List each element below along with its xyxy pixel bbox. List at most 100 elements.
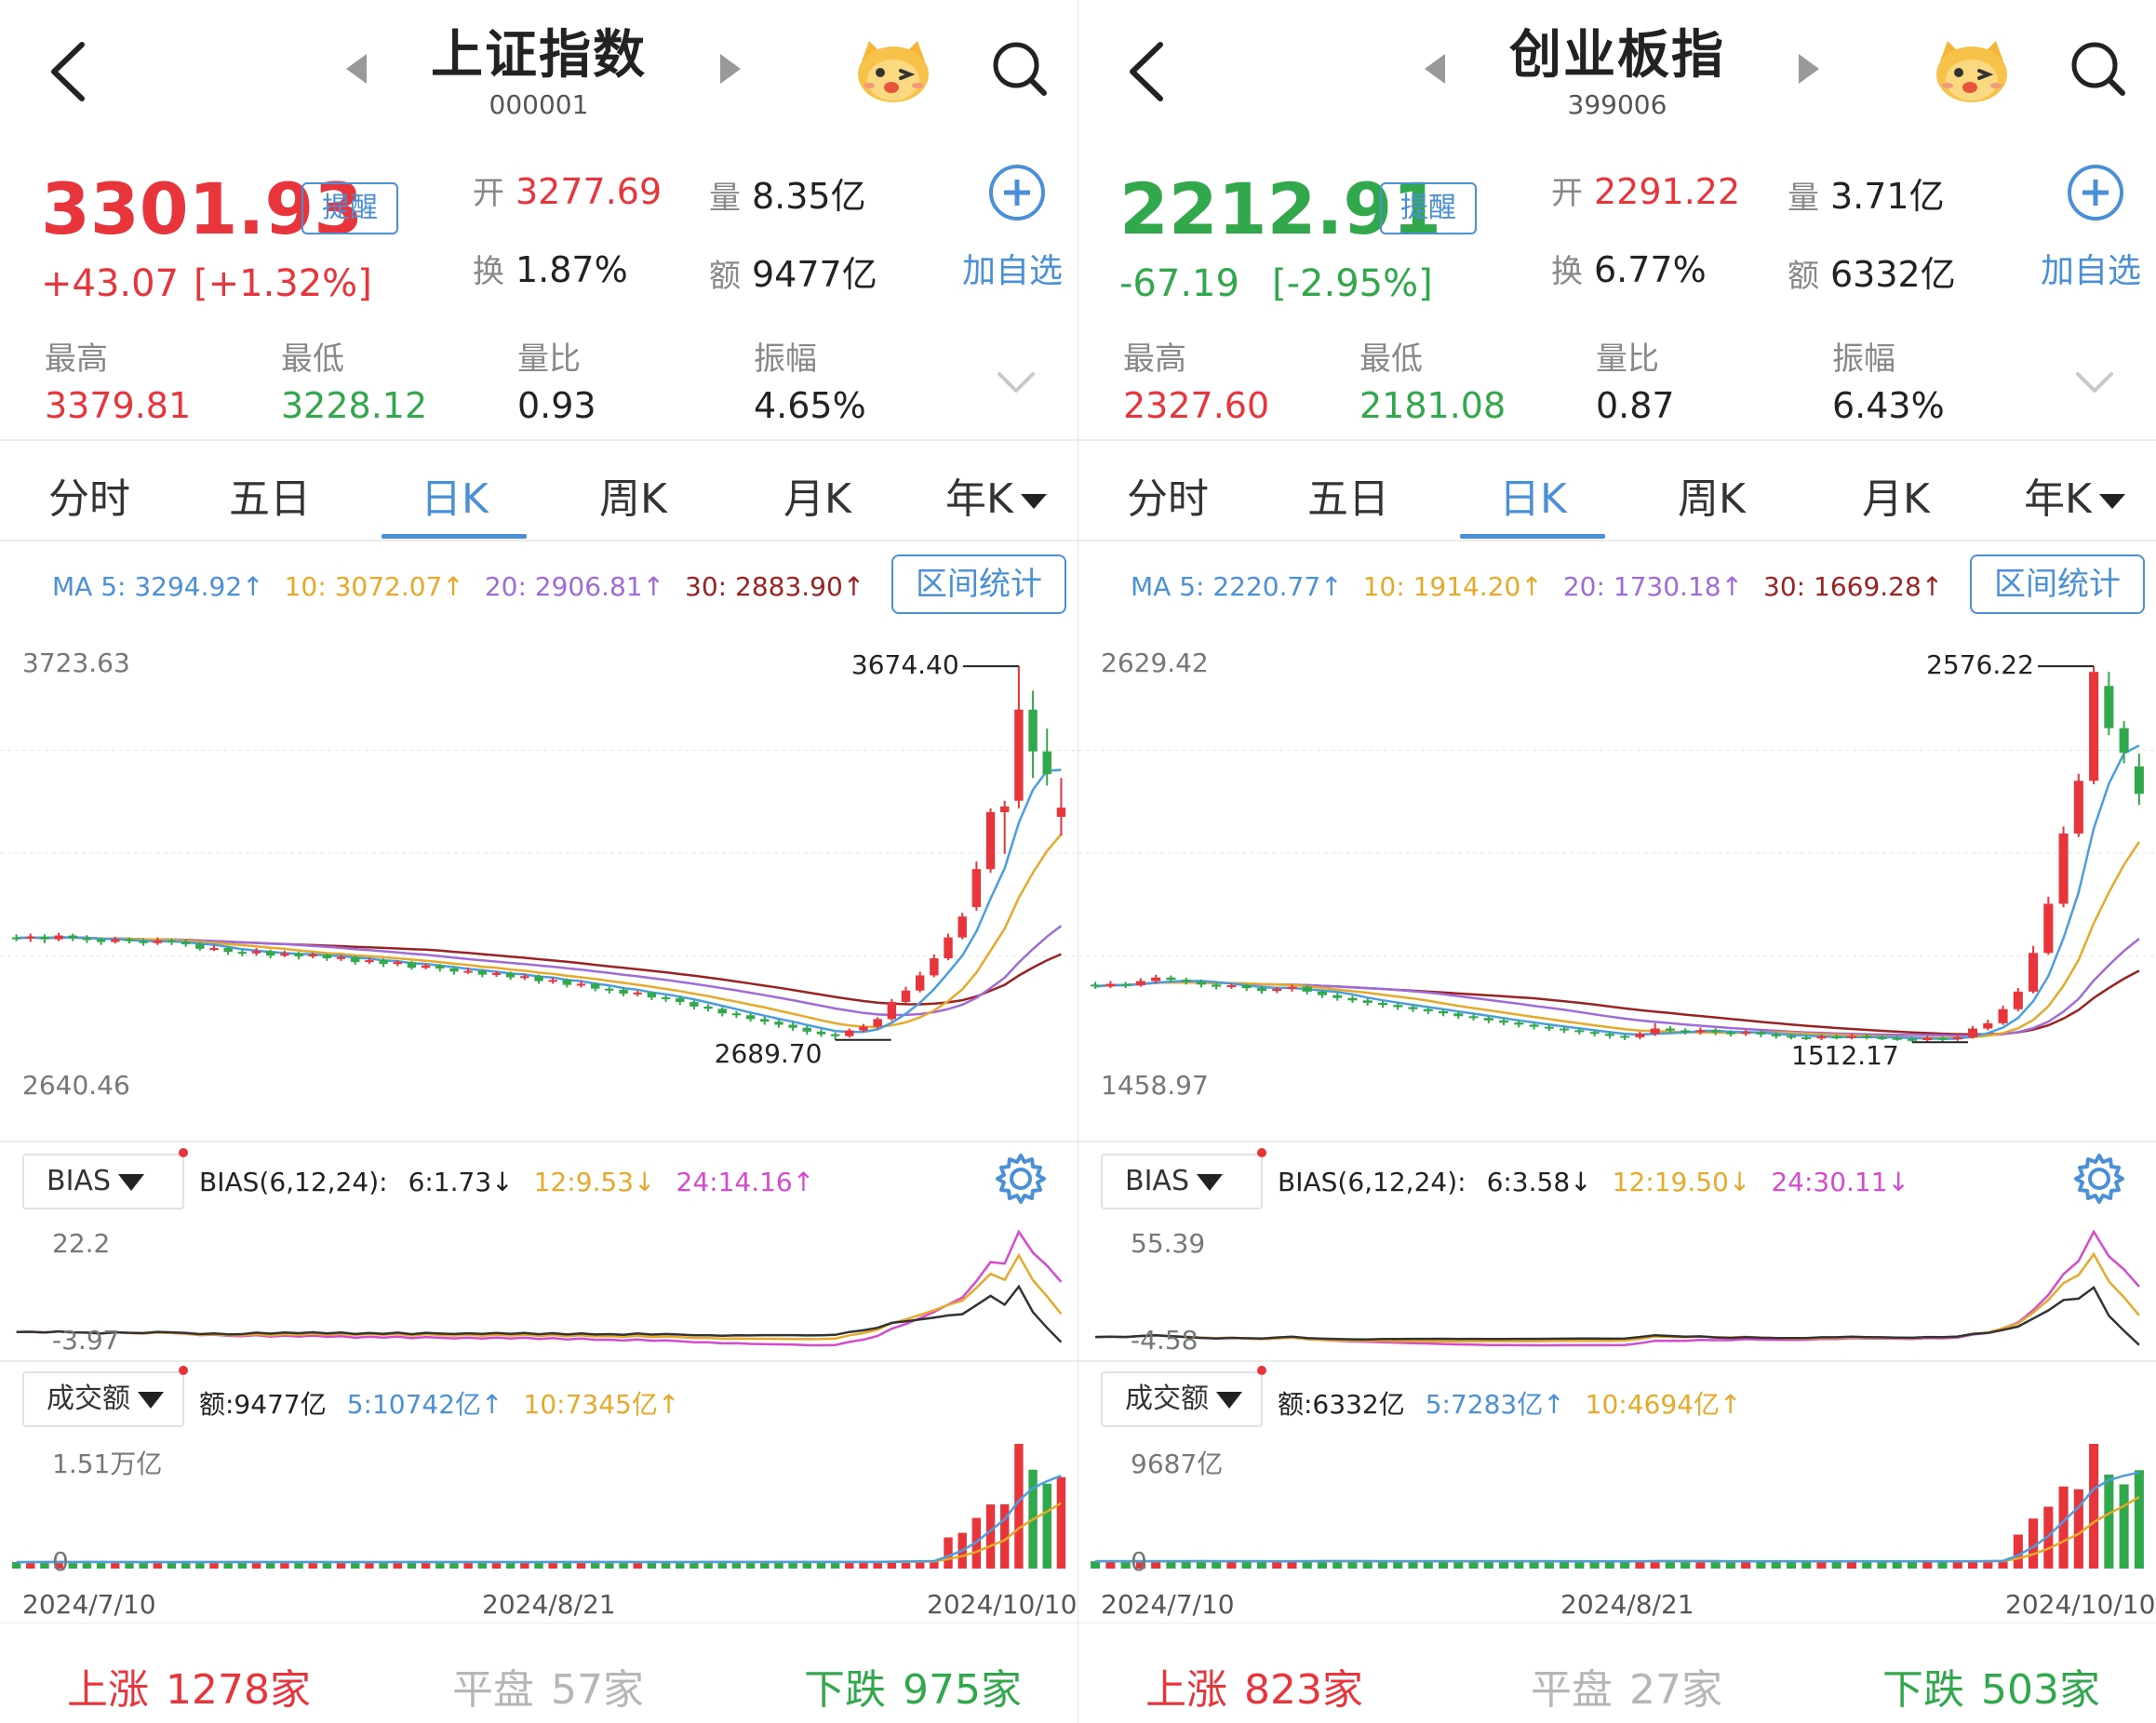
volume-bar (139, 1561, 148, 1569)
tab-intraday[interactable]: 分时 (48, 475, 130, 523)
candle-body (1922, 1037, 1933, 1040)
kline-chart[interactable] (1078, 621, 2156, 1124)
candle-body (1408, 1007, 1418, 1009)
bias-label: BIAS(6,12,24): (1278, 1167, 1466, 1197)
volume-bar (1665, 1561, 1675, 1569)
volume-chart[interactable] (1078, 1436, 2156, 1578)
volume-bar (534, 1561, 543, 1569)
tab-monthly-k[interactable]: 月K (1862, 475, 1930, 523)
candle-body (562, 980, 572, 985)
unchanged-label: 平盘 (452, 1666, 534, 1714)
volume-bar (915, 1560, 925, 1569)
volume-bar (1529, 1561, 1539, 1569)
candle-body (619, 989, 628, 995)
kline-chart[interactable] (0, 621, 1078, 1124)
gear-icon[interactable] (994, 1152, 1048, 1206)
candle-body (82, 938, 92, 941)
tab-five-day[interactable]: 五日 (229, 475, 311, 523)
mascot-icon[interactable] (854, 33, 932, 106)
volume-indicator-select[interactable]: 成交额 (22, 1366, 188, 1427)
search-icon[interactable] (990, 39, 1050, 99)
tab-daily-k[interactable]: 日K (421, 475, 489, 523)
add-watchlist-icon[interactable] (988, 164, 1046, 221)
stat-high-value: 2327.60 (1123, 385, 1270, 426)
decliners-label: 下跌 (1882, 1666, 1964, 1714)
indicator-select[interactable]: BIAS (22, 1148, 188, 1209)
dropdown-triangle-icon (1216, 1391, 1242, 1409)
volume-bar (619, 1561, 628, 1569)
stat-volume-ratio-value: 0.93 (517, 385, 596, 426)
dropdown-triangle-icon (118, 1173, 144, 1191)
remind-button[interactable]: 提醒 (1380, 182, 1477, 234)
unchanged-count: 27家 (1629, 1666, 1722, 1714)
next-index-icon[interactable] (716, 52, 744, 86)
volume-bar (1241, 1561, 1252, 1569)
turnover-value: 6.77% (1594, 249, 1707, 290)
volume-bar (1105, 1561, 1116, 1569)
last-price: 2212.91 (1119, 167, 1442, 250)
candle-body (957, 916, 967, 938)
back-icon[interactable] (1119, 39, 1175, 104)
candle-body (1241, 985, 1252, 989)
candle-body (590, 983, 600, 989)
volume-bar (1332, 1561, 1343, 1569)
candle-body (1831, 1036, 1841, 1039)
candle-body (1907, 1038, 1918, 1041)
candle-body (96, 939, 106, 942)
indicator-select[interactable]: BIAS (1101, 1148, 1266, 1209)
volume-bar (1544, 1561, 1554, 1569)
mascot-icon[interactable] (1933, 33, 2011, 106)
tab-five-day[interactable]: 五日 (1307, 475, 1389, 523)
volume-bar (1483, 1561, 1493, 1569)
candle-body (774, 1022, 783, 1025)
next-index-icon[interactable] (1795, 52, 1823, 86)
range-stats-button[interactable]: 区间统计 (891, 554, 1066, 614)
candle-body (1771, 1034, 1781, 1036)
volume-bar (40, 1561, 49, 1569)
candle-body (195, 943, 205, 949)
chevron-down-icon[interactable] (996, 368, 1037, 396)
volume-indicator-select[interactable]: 成交额 (1101, 1366, 1266, 1427)
candle-body (901, 990, 911, 1002)
divider (1078, 1360, 2156, 1362)
prev-index-icon[interactable] (342, 52, 370, 86)
volume-bar (1468, 1561, 1479, 1569)
tab-daily-k[interactable]: 日K (1499, 475, 1567, 523)
candle-body (322, 954, 332, 959)
volume-bar (1439, 1561, 1449, 1569)
tab-intraday[interactable]: 分时 (1127, 475, 1209, 523)
tab-weekly-k[interactable]: 周K (1678, 475, 1746, 523)
bias-chart[interactable] (0, 1219, 1078, 1358)
tab-yearly-k[interactable]: 年K (945, 465, 1047, 525)
tab-yearly-k[interactable]: 年K (2024, 465, 2125, 525)
min-price-marker: 1512.17 (1791, 1040, 1899, 1072)
gear-icon[interactable] (2072, 1152, 2126, 1206)
volume-bar (1922, 1561, 1933, 1569)
range-stats-button[interactable]: 区间统计 (1970, 554, 2145, 614)
tab-monthly-k[interactable]: 月K (783, 475, 851, 523)
remind-button[interactable]: 提醒 (301, 182, 398, 234)
volume-bar (407, 1561, 417, 1569)
volume-chart[interactable] (0, 1436, 1078, 1578)
volume-bar (1287, 1561, 1297, 1569)
volume-select-label: 成交额 (1125, 1382, 1209, 1415)
volume-bar (421, 1562, 431, 1569)
candle-body (1756, 1032, 1766, 1035)
volume-bar (280, 1562, 289, 1569)
prev-index-icon[interactable] (1421, 52, 1449, 86)
add-watchlist-icon[interactable] (2067, 164, 2124, 221)
tab-weekly-k[interactable]: 周K (599, 475, 667, 523)
back-icon[interactable] (41, 39, 97, 104)
chevron-down-icon[interactable] (2074, 368, 2115, 396)
bias6-line (16, 1284, 1063, 1343)
volume-bar (1393, 1561, 1403, 1569)
bias12-value: 12:19.50↓ (1612, 1167, 1751, 1197)
bias-axis-low: -3.97 (52, 1325, 120, 1356)
volume-bar (1801, 1561, 1812, 1569)
add-watchlist-button[interactable]: 加自选 (2041, 252, 2142, 290)
candle-body (1453, 1013, 1464, 1017)
volume-bar (1877, 1561, 1887, 1569)
add-watchlist-button[interactable]: 加自选 (962, 252, 1064, 290)
search-icon[interactable] (2069, 39, 2128, 99)
bias-chart[interactable] (1078, 1219, 2156, 1358)
